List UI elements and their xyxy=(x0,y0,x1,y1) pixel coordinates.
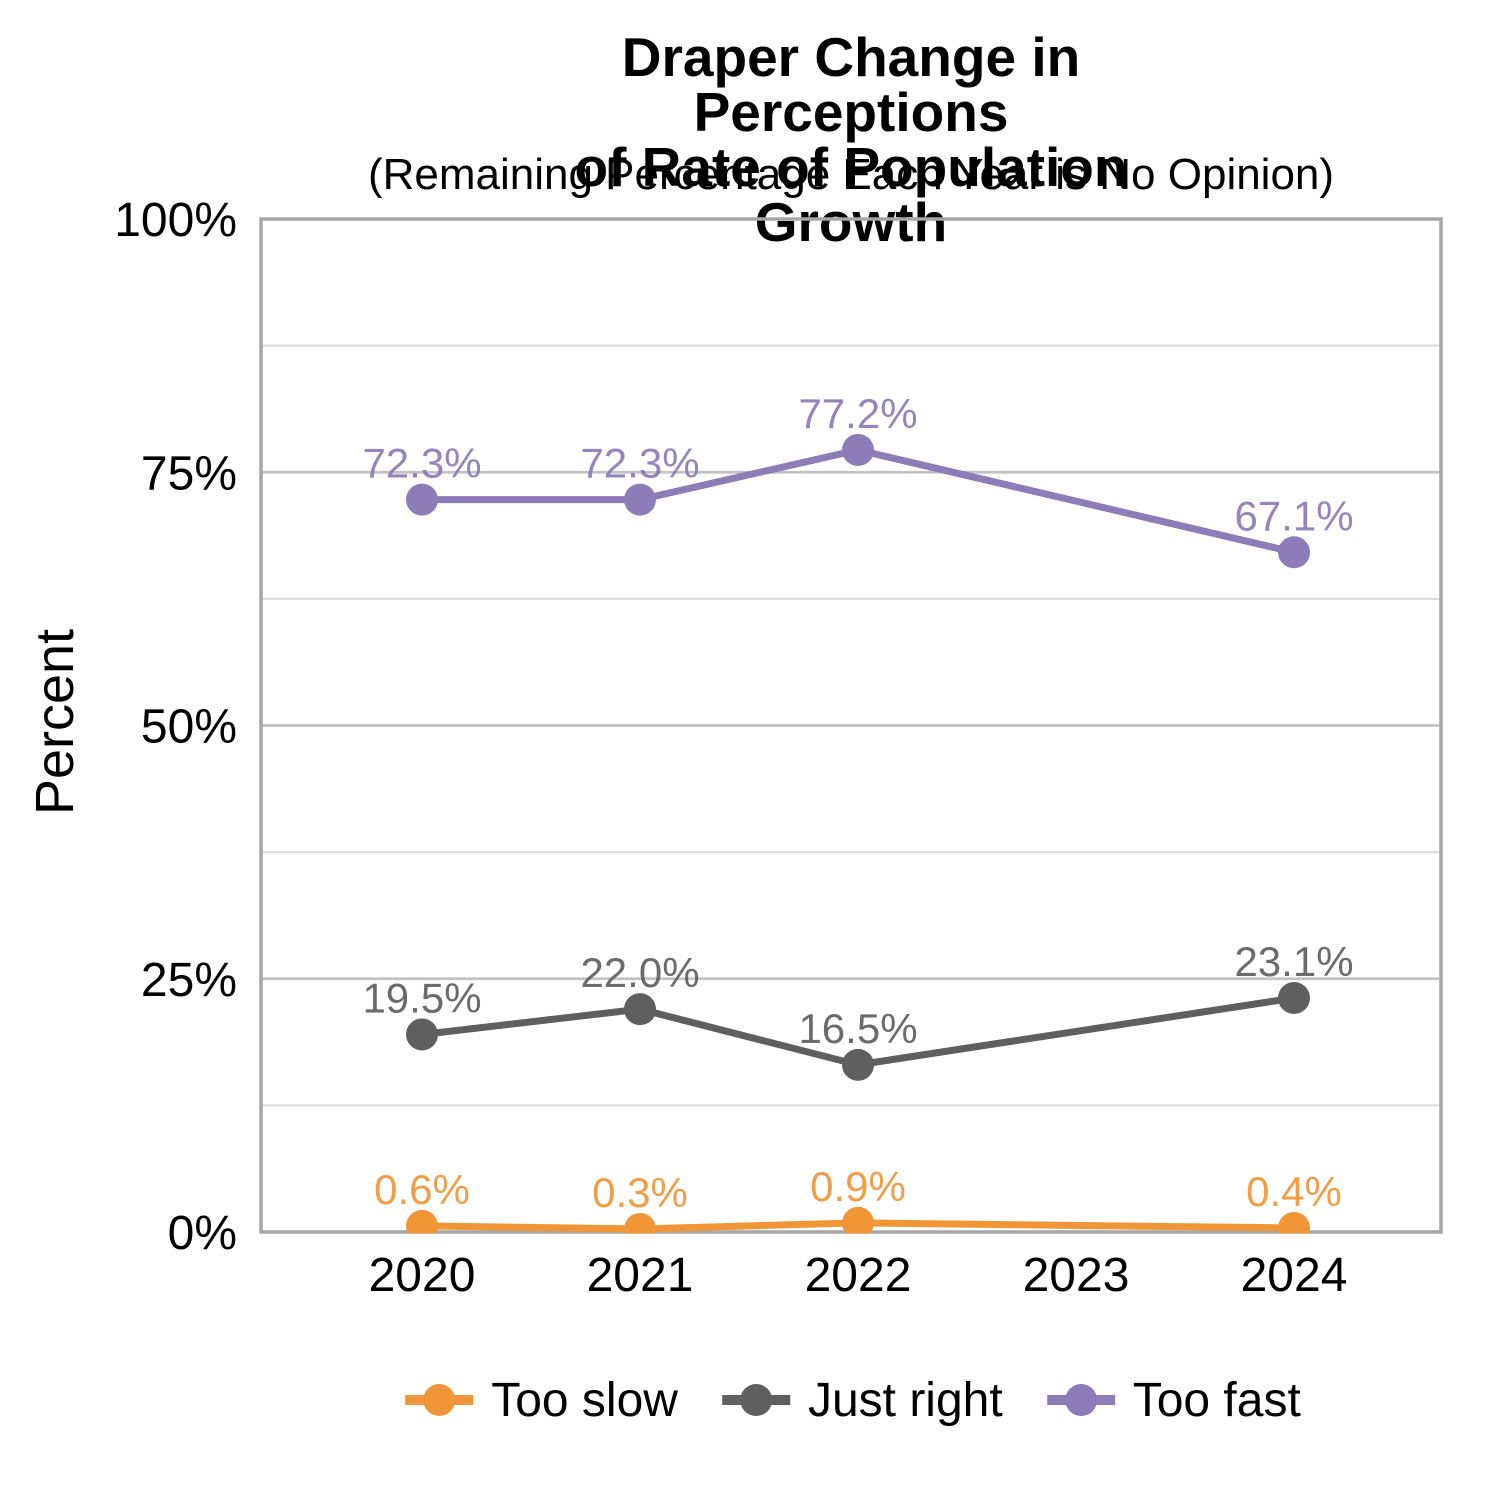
legend-label: Too fast xyxy=(1132,1373,1301,1427)
data-point-just-right xyxy=(406,1018,438,1051)
x-tick-label: 2024 xyxy=(1241,1249,1348,1302)
y-tick-label: 50% xyxy=(141,701,237,754)
legend-item-just-right: Just right xyxy=(718,1372,1003,1428)
series-too-slow xyxy=(406,1206,1310,1234)
data-label-too-fast: 77.2% xyxy=(798,390,917,437)
data-label-too-slow: 0.9% xyxy=(810,1163,906,1210)
data-label-too-fast: 72.3% xyxy=(362,440,481,487)
data-label-too-fast: 67.1% xyxy=(1234,492,1353,539)
y-tick-label: 75% xyxy=(141,447,237,500)
series-line-too-slow xyxy=(421,1219,1295,1233)
data-point-too-slow xyxy=(842,1206,874,1234)
x-tick-label: 2022 xyxy=(805,1249,912,1302)
data-label-just-right: 16.5% xyxy=(798,1005,917,1052)
y-tick-label: 100% xyxy=(114,194,237,247)
data-label-too-slow: 0.4% xyxy=(1246,1168,1342,1215)
data-point-too-slow xyxy=(1278,1211,1310,1234)
series-line-too-fast xyxy=(422,446,1295,556)
data-point-just-right xyxy=(624,993,656,1026)
legend-marker-too-fast-icon xyxy=(1046,1384,1115,1416)
legend-item-too-slow: Too slow xyxy=(401,1372,678,1428)
x-tick-label: 2021 xyxy=(587,1249,694,1302)
data-label-too-fast: 72.3% xyxy=(580,440,699,487)
chart-subtitle: (Remaining Percentage Each Year is No Op… xyxy=(367,150,1335,199)
data-label-just-right: 19.5% xyxy=(362,974,481,1021)
data-label-just-right: 22.0% xyxy=(580,949,699,996)
data-point-too-fast xyxy=(624,483,656,516)
data-point-just-right xyxy=(1278,981,1310,1014)
legend-label: Just right xyxy=(807,1373,1003,1427)
data-point-too-slow xyxy=(624,1212,656,1234)
data-point-just-right xyxy=(842,1048,874,1081)
legend-marker-just-right-icon xyxy=(721,1384,790,1416)
data-point-too-fast xyxy=(406,483,438,516)
data-point-too-slow xyxy=(406,1209,438,1234)
series-line-just-right xyxy=(421,994,1295,1069)
y-tick-label: 0% xyxy=(168,1207,237,1260)
data-label-too-slow: 0.3% xyxy=(592,1169,688,1216)
legend-item-too-fast: Too fast xyxy=(1043,1372,1301,1428)
y-tick-label: 25% xyxy=(141,954,237,1007)
legend-label: Too slow xyxy=(491,1373,678,1427)
series-too-fast xyxy=(406,433,1310,569)
data-point-too-fast xyxy=(842,433,874,466)
data-point-too-fast xyxy=(1278,536,1310,569)
x-tick-label: 2023 xyxy=(1023,1249,1130,1302)
legend-marker-too-slow-icon xyxy=(405,1384,474,1416)
data-label-just-right: 23.1% xyxy=(1234,938,1353,985)
chart-title: Draper Change in Perceptions of Rate of … xyxy=(574,26,1128,253)
legend: Too slow Just right Too fast xyxy=(401,1372,1301,1428)
series-just-right xyxy=(406,981,1310,1081)
data-label-too-slow: 0.6% xyxy=(374,1166,470,1213)
x-tick-label: 2020 xyxy=(369,1249,476,1302)
